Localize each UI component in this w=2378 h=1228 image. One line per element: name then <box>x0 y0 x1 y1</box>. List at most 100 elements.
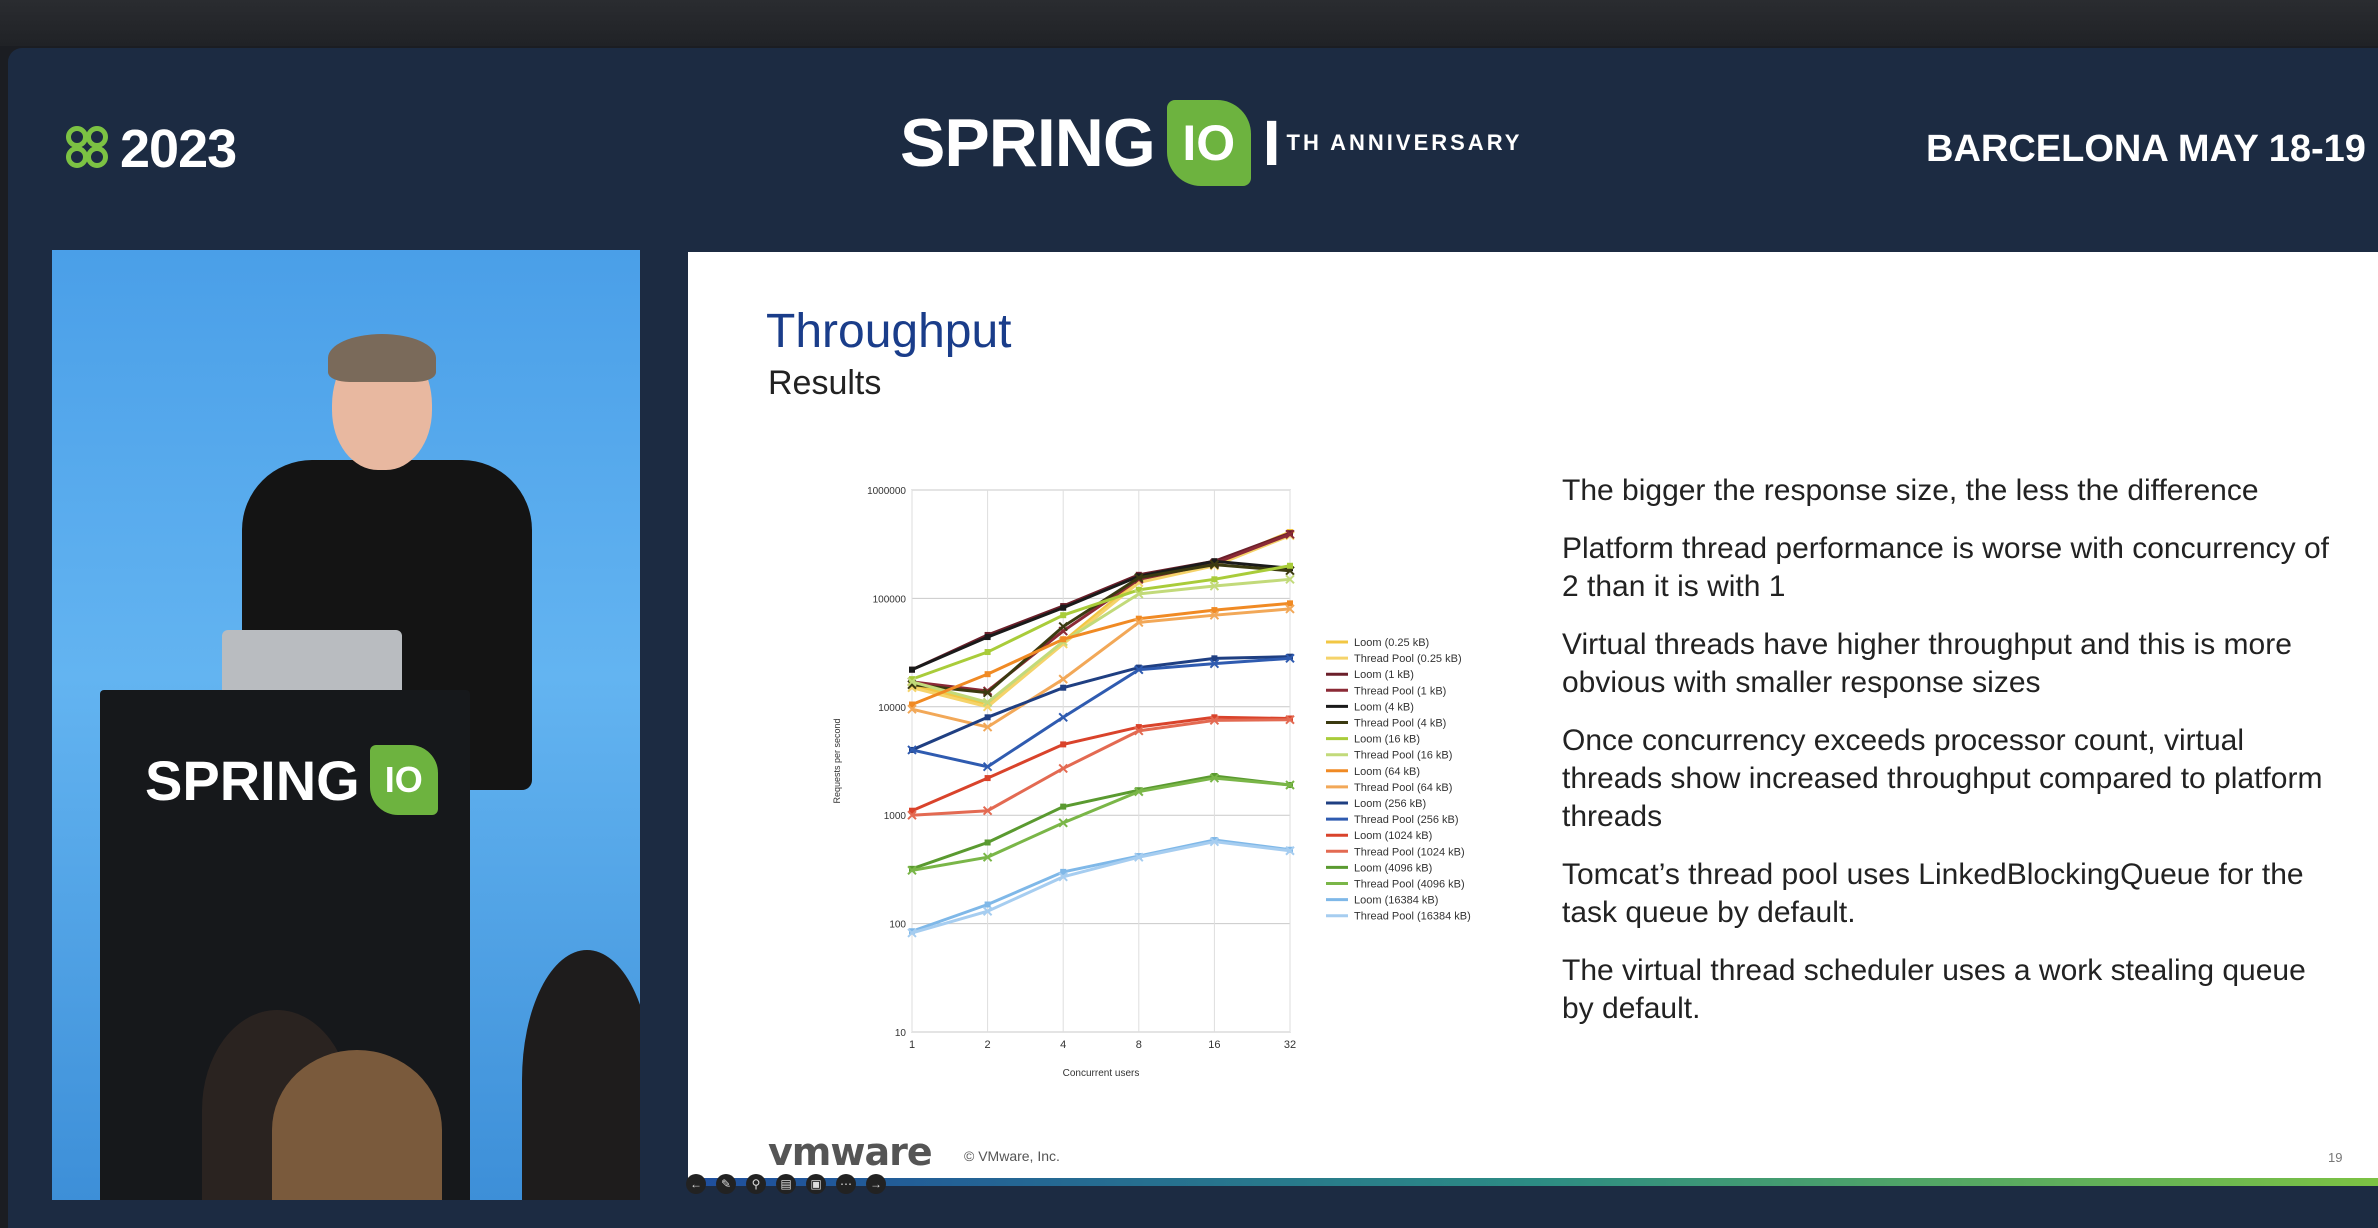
y-tick-label: 100 <box>889 920 906 931</box>
series-line <box>911 718 1291 817</box>
data-point <box>984 901 991 908</box>
legend-label: Thread Pool (256 kB) <box>1354 814 1459 826</box>
data-point <box>1211 714 1218 721</box>
data-point <box>1211 837 1218 844</box>
data-point <box>907 677 917 687</box>
series-line <box>911 601 1291 706</box>
data-point <box>909 666 915 673</box>
data-point <box>1285 715 1295 725</box>
data-point <box>1211 558 1218 565</box>
legend-label: Thread Pool (0.25 kB) <box>1354 653 1462 665</box>
legend-label: Loom (1 kB) <box>1354 669 1414 681</box>
data-point <box>1134 664 1144 675</box>
legend-label: Loom (0.25 kB) <box>1354 637 1429 649</box>
legend-label: Loom (64 kB) <box>1354 766 1420 778</box>
legend-label: Thread Pool (1 kB) <box>1354 685 1446 697</box>
x-axis-label: Concurrent users <box>1063 1068 1140 1079</box>
series-line <box>911 655 1291 752</box>
data-point <box>1058 763 1068 774</box>
data-point <box>1209 581 1220 591</box>
x-tick-label: 16 <box>1208 1039 1220 1051</box>
data-point <box>907 865 917 876</box>
podium-leaf-icon: IO <box>369 745 438 815</box>
series-line <box>911 838 1291 933</box>
series-line <box>911 656 1291 769</box>
x-tick-label: 8 <box>1136 1039 1142 1051</box>
y-tick-label: 1000000 <box>867 486 906 497</box>
audience-head <box>522 950 640 1200</box>
data-point <box>1285 529 1295 540</box>
slide-title: Throughput <box>766 305 1012 358</box>
legend-label: Loom (256 kB) <box>1354 798 1426 810</box>
data-point <box>1285 604 1295 614</box>
location-dates: BARCELONA MAY 18-19 <box>1926 128 2366 170</box>
data-point <box>1060 803 1067 810</box>
data-point <box>1209 836 1220 847</box>
speaker-video: SPRING IO <box>52 250 640 1200</box>
logo-word: SPRING <box>900 105 1156 181</box>
data-point <box>1211 655 1218 662</box>
data-point <box>1135 664 1142 671</box>
series-line <box>911 715 1291 813</box>
legend-label: Loom (4 kB) <box>1354 701 1414 713</box>
x-tick-label: 1 <box>909 1039 915 1051</box>
y-tick-label: 1000 <box>884 811 907 822</box>
event-logo-icon <box>66 126 112 172</box>
data-point <box>1285 846 1295 856</box>
series-line <box>911 840 1291 935</box>
x-tick-label: 32 <box>1284 1039 1296 1051</box>
series-line <box>911 564 1291 681</box>
speaker-hair <box>328 334 436 382</box>
data-point <box>1058 818 1068 828</box>
data-point <box>1058 621 1068 632</box>
data-point <box>1060 684 1067 691</box>
data-point <box>1209 559 1220 570</box>
y-tick-label: 10000 <box>878 703 906 714</box>
y-axis-label: Requests per second <box>832 718 842 803</box>
data-point <box>1211 576 1218 583</box>
prev-slide-icon[interactable]: ← <box>686 1174 706 1194</box>
data-point <box>1287 562 1293 569</box>
slide-subtitle: Results <box>768 364 882 402</box>
next-slide-icon[interactable]: → <box>866 1174 886 1194</box>
legend-label: Thread Pool (16384 kB) <box>1354 911 1471 923</box>
data-point <box>907 704 917 714</box>
more-options-icon[interactable]: ⋯ <box>836 1174 856 1194</box>
throughput-chart: 10 100 1000 10000 100000 1000000 1 2 4 8 16 32 Concu… <box>816 474 1676 1104</box>
bullet-list: The bigger the response size, the less t… <box>1562 472 2342 1048</box>
legend-label: Thread Pool (1024 kB) <box>1354 846 1465 858</box>
data-point <box>984 649 991 656</box>
data-point <box>984 775 991 782</box>
data-point <box>909 928 915 935</box>
plot-area <box>911 489 1291 1033</box>
legend-label: Thread Pool (4096 kB) <box>1354 879 1465 891</box>
data-point <box>1134 726 1144 736</box>
zoom-icon[interactable]: ⚲ <box>746 1174 766 1194</box>
series-line <box>911 532 1291 693</box>
data-point <box>982 852 993 862</box>
data-point <box>982 806 993 816</box>
data-point <box>1134 852 1144 862</box>
series-line <box>911 534 1291 709</box>
data-point <box>1058 674 1068 684</box>
camera-icon[interactable]: ▣ <box>806 1174 826 1194</box>
series-line <box>911 774 1291 871</box>
data-point <box>982 762 993 772</box>
bullet-item: Once concurrency exceeds processor count… <box>1562 724 2323 833</box>
chart-svg: 10 100 1000 10000 100000 1000000 1 2 4 8 16 32 Concu… <box>832 486 1471 1079</box>
bullet-item: Tomcat’s thread pool uses LinkedBlocking… <box>1562 858 2304 929</box>
slideshow-toolbar: ← ✎ ⚲ ▤ ▣ ⋯ → <box>686 1174 886 1194</box>
anniversary-label: TH ANNIVERSARY <box>1286 130 1523 155</box>
podium-logo-word: SPRING <box>145 748 360 812</box>
vmware-logo: vmware <box>768 1130 933 1174</box>
data-point <box>1060 741 1067 748</box>
laptop <box>222 630 402 692</box>
x-tick-label: 2 <box>985 1039 991 1051</box>
data-point <box>984 634 991 641</box>
data-point <box>1285 653 1295 664</box>
y-tick-label: 10 <box>895 1028 907 1039</box>
data-point <box>982 687 993 698</box>
pen-icon[interactable]: ✎ <box>716 1174 736 1194</box>
subtitles-icon[interactable]: ▤ <box>776 1174 796 1194</box>
data-point <box>1287 600 1293 607</box>
